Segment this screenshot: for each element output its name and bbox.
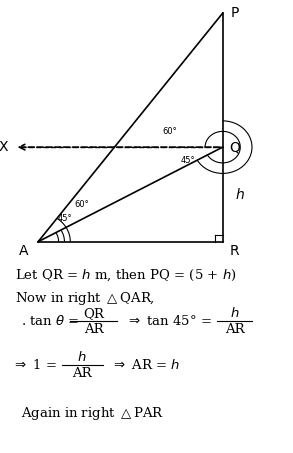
Text: $h$: $h$ — [230, 307, 239, 320]
Text: Again in right $\triangle$PAR: Again in right $\triangle$PAR — [21, 405, 164, 422]
Text: 45°: 45° — [57, 213, 72, 222]
Text: . tan $\theta$ =: . tan $\theta$ = — [21, 314, 79, 328]
Text: $h$: $h$ — [77, 350, 87, 364]
Text: A: A — [19, 244, 28, 258]
Text: AR: AR — [72, 367, 92, 380]
Text: Q: Q — [229, 140, 240, 154]
Text: AR: AR — [84, 323, 103, 336]
Text: 60°: 60° — [75, 200, 89, 209]
Text: AR: AR — [225, 323, 244, 336]
Text: Let QR = $h$ m, then PQ = (5 + $h$): Let QR = $h$ m, then PQ = (5 + $h$) — [15, 268, 236, 283]
Text: R: R — [230, 244, 239, 258]
Text: $\Rightarrow$ 1 =: $\Rightarrow$ 1 = — [12, 358, 57, 372]
Text: $\Rightarrow$ tan 45° =: $\Rightarrow$ tan 45° = — [126, 314, 212, 328]
Text: $\Rightarrow$ AR = $h$: $\Rightarrow$ AR = $h$ — [111, 358, 180, 372]
Text: 45°: 45° — [180, 156, 195, 165]
Text: X: X — [0, 140, 8, 154]
Text: QR: QR — [83, 307, 104, 320]
Text: 60°: 60° — [163, 127, 177, 136]
Text: P: P — [230, 6, 239, 20]
Text: Now in right $\triangle$QAR,: Now in right $\triangle$QAR, — [15, 289, 154, 307]
Text: $h$: $h$ — [235, 187, 245, 202]
